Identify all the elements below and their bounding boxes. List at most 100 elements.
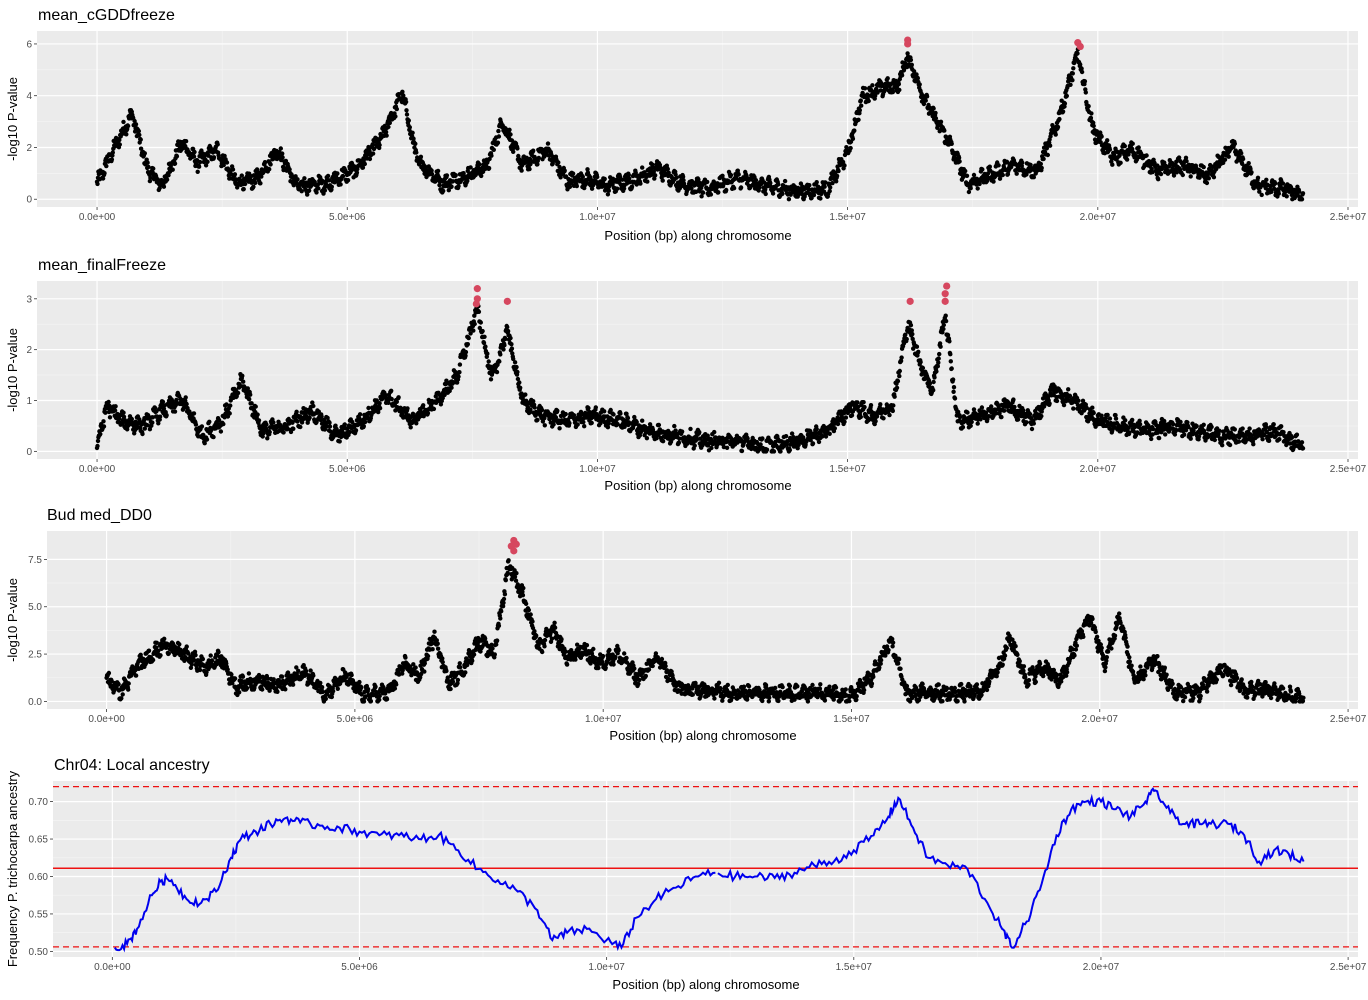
- data-point: [1011, 397, 1016, 402]
- data-point: [535, 417, 540, 423]
- data-point: [728, 172, 734, 178]
- data-point: [161, 406, 167, 411]
- data-point: [389, 396, 394, 402]
- data-point: [295, 177, 300, 182]
- data-point: [960, 425, 966, 430]
- data-point: [196, 164, 202, 169]
- data-point: [377, 401, 382, 406]
- data-point: [753, 178, 759, 183]
- data-point: [968, 423, 973, 428]
- data-point: [235, 390, 241, 396]
- data-point: [680, 174, 686, 179]
- data-point: [1054, 398, 1060, 404]
- data-point: [441, 188, 446, 194]
- data-point: [1020, 160, 1025, 165]
- data-point: [1082, 79, 1088, 84]
- data-point: [1156, 177, 1161, 182]
- data-point: [881, 416, 886, 421]
- data-point: [814, 180, 819, 185]
- data-point: [281, 430, 286, 435]
- data-point: [666, 170, 671, 175]
- data-point: [712, 429, 717, 435]
- data-point: [621, 186, 627, 191]
- data-point: [580, 174, 585, 179]
- data-point: [941, 322, 946, 328]
- data-point: [1055, 124, 1061, 130]
- data-point: [849, 413, 855, 418]
- data-point: [651, 169, 656, 174]
- data-point: [325, 173, 331, 179]
- data-point: [377, 406, 383, 411]
- data-point: [109, 157, 115, 162]
- data-point: [771, 449, 777, 454]
- data-point: [696, 177, 701, 182]
- data-point: [786, 197, 792, 202]
- data-point: [916, 349, 921, 354]
- data-point: [855, 400, 860, 405]
- data-point: [345, 178, 351, 183]
- data-point: [136, 128, 141, 134]
- data-point: [101, 419, 106, 424]
- data-point: [1171, 173, 1177, 178]
- data-point: [228, 403, 233, 408]
- data-point: [446, 188, 451, 193]
- data-point: [952, 396, 958, 401]
- data-point: [514, 364, 519, 370]
- data-point: [414, 150, 419, 155]
- data-point: [645, 179, 650, 184]
- data-point: [516, 153, 521, 159]
- data-point: [891, 403, 896, 408]
- data-point: [476, 309, 482, 314]
- data-point: [95, 438, 101, 444]
- data-point: [787, 447, 792, 453]
- data-point: [465, 178, 470, 184]
- data-point: [354, 170, 360, 175]
- data-point: [782, 178, 788, 184]
- data-point: [567, 421, 572, 426]
- data-point: [329, 184, 334, 189]
- data-point: [193, 422, 199, 427]
- data-point: [414, 421, 419, 426]
- data-point: [230, 167, 236, 172]
- data-point: [314, 190, 319, 195]
- data-point: [1047, 143, 1053, 148]
- data-point: [1249, 170, 1254, 175]
- data-point: [776, 182, 781, 187]
- data-point: [827, 188, 832, 194]
- data-point: [327, 424, 333, 429]
- data-point: [811, 192, 817, 198]
- data-point: [1176, 155, 1182, 160]
- data-point: [942, 128, 947, 133]
- data-point: [910, 331, 915, 337]
- data-point: [1156, 435, 1162, 441]
- data-point: [377, 142, 382, 148]
- data-point: [1083, 90, 1089, 95]
- data-point: [708, 192, 714, 197]
- data-point: [221, 421, 226, 427]
- data-point: [205, 159, 210, 164]
- data-point: [146, 164, 151, 170]
- data-point: [207, 419, 212, 424]
- data-point: [693, 189, 699, 194]
- data-point: [551, 422, 556, 427]
- data-point: [857, 108, 862, 113]
- data-point: [563, 411, 568, 417]
- data-point: [1272, 181, 1278, 186]
- data-point: [914, 344, 920, 349]
- data-point: [227, 411, 232, 416]
- data-point: [674, 175, 679, 180]
- data-point: [1090, 405, 1095, 410]
- data-point: [1045, 152, 1051, 158]
- data-point: [508, 132, 513, 137]
- data-point: [1064, 93, 1070, 99]
- data-point: [956, 155, 962, 160]
- data-point: [1024, 420, 1029, 425]
- data-point: [830, 180, 835, 186]
- data-point: [948, 359, 953, 364]
- data-point: [465, 342, 470, 347]
- data-point: [1039, 413, 1044, 419]
- data-point: [311, 403, 316, 409]
- data-point: [545, 141, 551, 146]
- data-point: [585, 167, 590, 172]
- data-point: [875, 90, 880, 95]
